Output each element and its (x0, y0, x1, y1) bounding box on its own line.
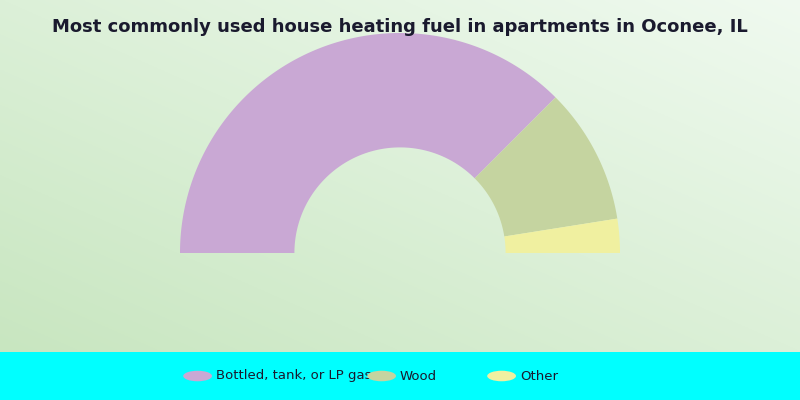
Text: Wood: Wood (400, 370, 437, 382)
Ellipse shape (183, 371, 212, 381)
Polygon shape (180, 33, 555, 253)
Text: Bottled, tank, or LP gas: Bottled, tank, or LP gas (216, 370, 371, 382)
Polygon shape (504, 218, 620, 253)
Text: Most commonly used house heating fuel in apartments in Oconee, IL: Most commonly used house heating fuel in… (52, 18, 748, 36)
Polygon shape (474, 98, 618, 236)
Ellipse shape (487, 371, 516, 381)
Ellipse shape (367, 371, 396, 381)
Text: Other: Other (520, 370, 558, 382)
